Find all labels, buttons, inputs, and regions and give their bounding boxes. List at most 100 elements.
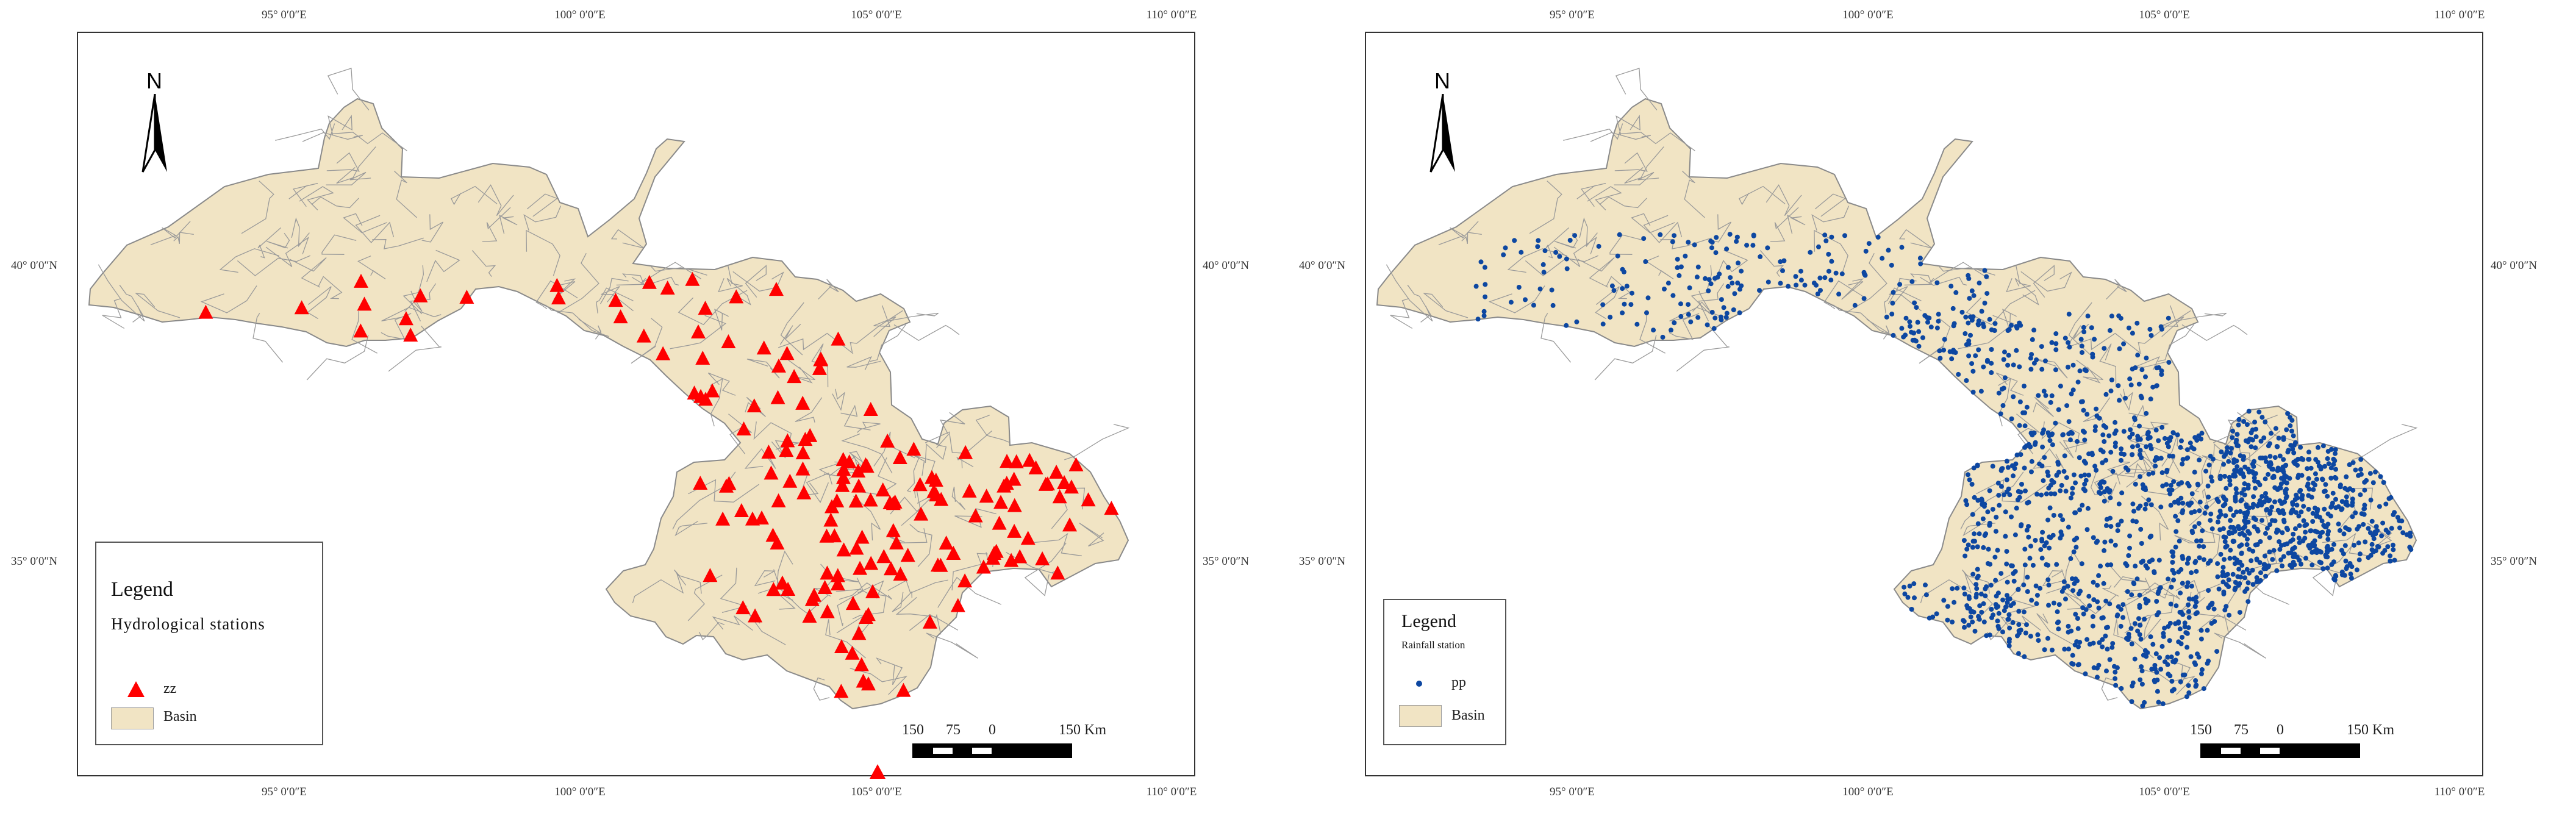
rainfall-station-marker [2371,536,2377,542]
rainfall-station-marker [2070,588,2076,593]
rainfall-station-marker [2138,448,2143,453]
hydrological-station-marker [806,587,821,602]
rainfall-station-marker [2164,469,2169,474]
hydrological-station-marker [830,576,845,591]
rainfall-station-marker [2100,644,2105,650]
sub-basin-boundary [745,265,767,298]
rainfall-station-marker [1482,265,1487,270]
rainfall-station-marker [1714,235,1719,240]
sub-basin-boundary [1619,132,1695,151]
sub-basin-boundary [926,632,979,659]
rainfall-station-marker [2214,649,2220,654]
rainfall-station-marker [1630,290,1634,296]
rainfall-station-marker [2269,504,2275,510]
sub-basin-boundary [925,443,947,463]
rainfall-station-marker [2230,524,2236,530]
hydrological-station-marker [914,506,929,521]
rainfall-station-marker [2144,410,2149,416]
rainfall-station-marker [2006,639,2012,645]
rainfall-station-marker [2021,582,2027,588]
rainfall-station-marker [2239,531,2245,536]
rainfall-station-marker [2080,503,2085,508]
rainfall-station-marker [2002,492,2006,498]
rainfall-station-marker [1744,243,1750,248]
hydrological-station-marker [766,582,781,596]
rainfall-station-marker [2090,351,2095,357]
rainfall-station-marker [1902,584,1907,590]
rainfall-station-marker [2041,388,2047,394]
rainfall-station-marker [1678,301,1683,307]
rainfall-station-marker [2175,432,2180,438]
rainfall-station-marker [2189,584,2194,589]
rainfall-station-marker [1987,520,1992,526]
rainfall-station-marker [2106,433,2112,438]
rainfall-station-marker [2056,626,2061,632]
sub-basin-boundary [616,273,645,286]
rainfall-station-marker [2183,630,2189,635]
rainfall-station-marker [1687,285,1692,290]
rainfall-station-marker [2103,392,2109,397]
rainfall-station-marker [2138,526,2144,532]
rainfall-station-marker [2216,586,2222,592]
sub-basin-boundary [289,257,327,288]
rainfall-station-marker [2171,687,2177,692]
rainfall-station-marker [2333,447,2338,453]
sub-basin-boundary [709,378,723,427]
rainfall-station-marker [2320,566,2326,571]
hydrological-station-marker [1052,489,1067,504]
rainfall-station-marker [2130,444,2135,449]
rainfall-station-marker [2258,456,2263,460]
sub-basin-boundary [875,657,903,685]
rainfall-station-marker [2233,498,2238,504]
rainfall-station-marker [2100,432,2106,438]
rainfall-station-marker [2137,592,2142,598]
rainfall-station-marker [1662,286,1667,292]
rainfall-station-marker [2051,479,2056,485]
rainfall-station-marker [2230,435,2235,440]
rainfall-station-marker [2242,510,2247,516]
basin-swatch-icon [111,707,154,729]
hydrological-station-markers [198,271,1119,698]
rainfall-station-marker [2091,597,2097,603]
sub-basin-boundary [699,621,725,640]
rainfall-station-marker [2058,384,2063,389]
rainfall-station-marker [2299,456,2304,461]
rainfall-station-marker [2220,570,2225,575]
rainfall-station-marker [2242,481,2247,487]
rainfall-station-marker [2317,515,2322,520]
sub-basin-boundary [909,524,932,567]
rainfall-station-marker [1934,611,1939,617]
rainfall-station-marker [2047,505,2053,510]
rainfall-station-marker [1997,503,2002,508]
red-triangle-icon [127,681,145,697]
rainfall-station-marker [1955,585,1960,591]
lon-label-110-bottom: 110° 0′0″E [2434,786,2485,798]
rainfall-station-marker [1979,309,1984,314]
hydrological-station-marker [642,274,657,289]
rainfall-station-marker [2016,587,2021,592]
sub-basin-boundary [2214,632,2267,659]
rainfall-station-marker [2026,524,2031,529]
rainfall-station-marker [2186,483,2192,489]
rainfall-station-marker [2244,567,2250,572]
scale-label-0: 0 [989,722,996,738]
rainfall-station-marker [2042,455,2047,460]
sub-basin-boundary [873,305,896,337]
rainfall-station-marker [2130,431,2135,437]
rainfall-station-marker [2328,476,2334,481]
rainfall-station-marker [2117,346,2122,351]
sub-basin-boundary [1960,471,2024,530]
rainfall-station-marker [2166,444,2171,449]
rainfall-station-marker [1709,310,1715,315]
sub-basin-boundary [937,576,1002,608]
rainfall-station-marker [2117,398,2122,403]
rainfall-station-marker [2271,548,2277,553]
hydrological-station-marker [987,546,1002,560]
rainfall-station-marker [2069,661,2075,666]
rainfall-station-marker [2131,580,2136,585]
sub-basin-boundary [1540,313,1572,363]
hydrological-station-marker [353,273,368,288]
rainfall-station-marker [2233,459,2238,463]
rainfall-station-marker [2166,436,2172,442]
hydrological-station-marker [459,290,474,304]
